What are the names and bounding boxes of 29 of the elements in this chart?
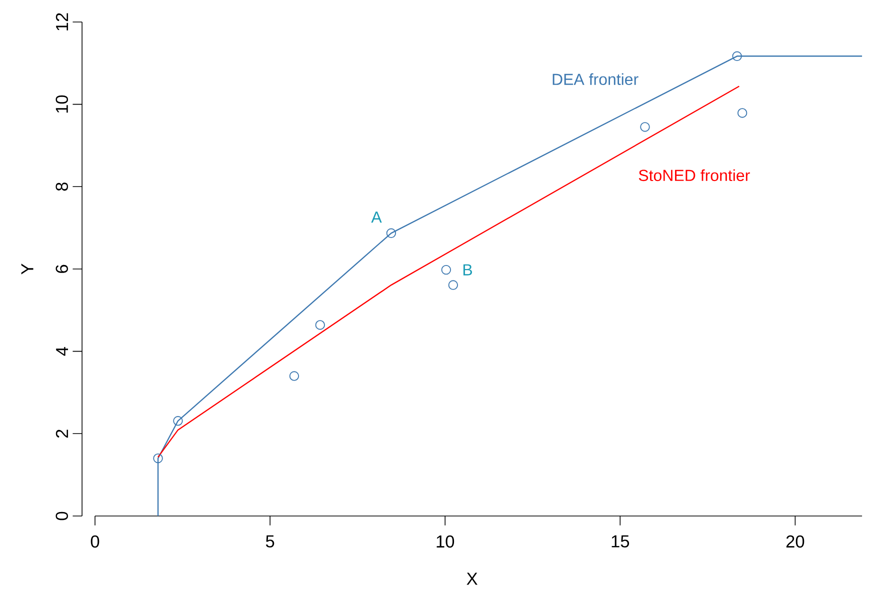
x-axis-title: X bbox=[466, 572, 478, 585]
point bbox=[441, 264, 452, 275]
y-tick-label: 12 bbox=[56, 13, 68, 30]
x-tick-label: 5 bbox=[266, 535, 274, 548]
point bbox=[640, 122, 650, 132]
y-tick-label: 2 bbox=[56, 430, 68, 438]
x-tick-label: 15 bbox=[612, 535, 630, 548]
point bbox=[737, 108, 748, 118]
y-axis-title: Y bbox=[21, 264, 34, 274]
y-tick-label: 4 bbox=[56, 347, 68, 356]
x-tick-label: 10 bbox=[436, 535, 454, 548]
point bbox=[732, 51, 742, 62]
line-series bbox=[157, 56, 863, 517]
x-tick-label: 0 bbox=[90, 535, 100, 548]
y-tick-label: 10 bbox=[56, 95, 68, 113]
point bbox=[315, 320, 325, 330]
series-label: DEA frontier bbox=[552, 73, 638, 86]
y-tick-label: 8 bbox=[56, 182, 68, 191]
annotation: A bbox=[371, 212, 382, 223]
x-tick-label: 20 bbox=[786, 535, 804, 548]
point bbox=[289, 371, 300, 381]
point bbox=[153, 453, 163, 464]
point bbox=[386, 228, 396, 238]
y-tick-label: 0 bbox=[56, 512, 68, 520]
point bbox=[448, 280, 458, 290]
annotation: B bbox=[463, 264, 472, 276]
series-label: StoNED frontier bbox=[638, 169, 750, 182]
point bbox=[173, 416, 183, 426]
y-tick-label: 6 bbox=[56, 264, 68, 273]
